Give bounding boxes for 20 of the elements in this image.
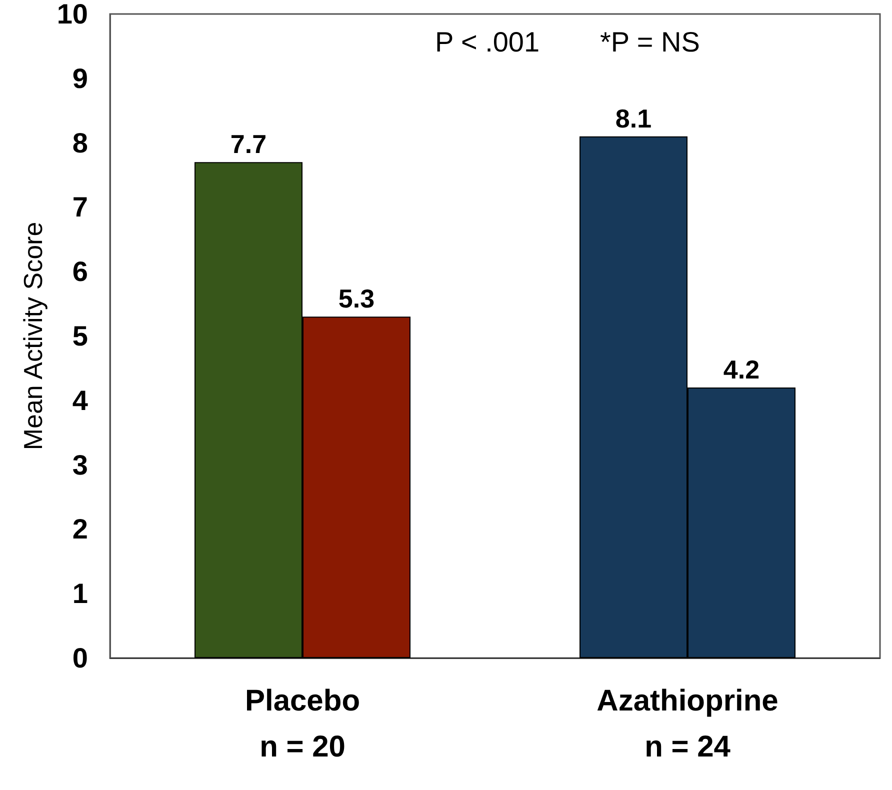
data-label: 5.3 (338, 284, 375, 314)
x-tick-label: Placebo n = 20 (244, 684, 360, 764)
y-axis-title: Mean Activity Score (18, 222, 48, 450)
data-label: 7.7 (230, 129, 267, 160)
data-label: 4.2 (723, 354, 760, 385)
y-tick-label: 10 (56, 0, 88, 30)
x-tick-label: Azathioprine n = 24 (596, 684, 778, 764)
y-tick-label: 8 (72, 127, 88, 158)
y-tick-label: 9 (72, 62, 88, 94)
y-tick-label: 4 (72, 384, 88, 416)
y-tick-label: 2 (72, 514, 88, 545)
y-tick-label: 6 (72, 256, 88, 288)
y-tick-label: 0 (72, 642, 88, 674)
data-label: 8.1 (615, 103, 652, 134)
y-tick-label: 3 (72, 449, 88, 480)
annotation: P < .001 (435, 26, 540, 58)
y-tick-label: 1 (72, 578, 88, 610)
y-tick-label: 7 (72, 192, 88, 223)
annotation: *P = NS (600, 26, 700, 58)
y-tick-label: 5 (72, 320, 88, 352)
